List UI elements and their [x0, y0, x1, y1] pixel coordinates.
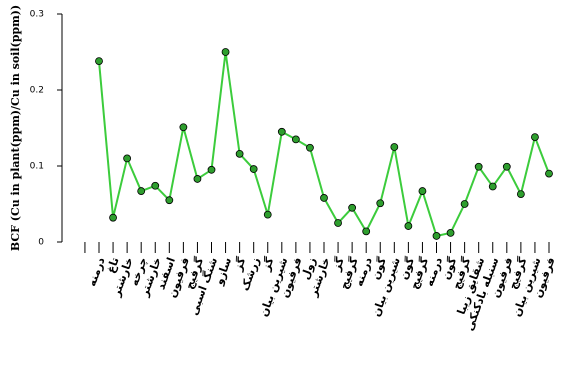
marker [348, 203, 357, 212]
marker [151, 181, 160, 190]
marker [95, 57, 103, 66]
marker [306, 143, 314, 152]
x-tick-label: گز [231, 255, 248, 273]
marker [249, 165, 258, 173]
marker [446, 228, 455, 237]
marker [362, 227, 371, 236]
x-tick-label: تاغ [104, 256, 122, 275]
marker [263, 210, 272, 219]
x-tick-label: گز [259, 255, 276, 273]
y-tick-label: 0.2 [30, 86, 44, 96]
marker [123, 154, 132, 163]
marker [390, 143, 399, 151]
y-tick-label: 0.1 [30, 162, 44, 172]
x-tick-label: گز [330, 255, 347, 273]
marker [502, 162, 511, 171]
marker [235, 149, 244, 158]
marker [432, 232, 441, 240]
marker [531, 133, 539, 142]
marker [221, 48, 230, 56]
y-tick-label: 0.3 [30, 10, 44, 20]
marker [418, 187, 427, 195]
marker [277, 127, 286, 136]
marker [291, 135, 300, 144]
marker [460, 200, 469, 208]
marker [404, 222, 413, 230]
marker [137, 187, 146, 195]
marker [488, 182, 497, 191]
y-axis-label: BCF (Cu in plant(ppm)/Cu in soil(ppm)) [9, 5, 22, 251]
marker [207, 165, 216, 174]
marker [165, 196, 174, 205]
marker [516, 190, 525, 199]
marker [474, 162, 483, 171]
marker [179, 123, 188, 132]
line [98, 51, 550, 238]
marker [545, 169, 553, 178]
x-tick-label: درمنه [85, 255, 108, 288]
marker [320, 194, 328, 202]
marker [109, 213, 117, 222]
marker [376, 199, 385, 208]
marker [193, 175, 202, 183]
y-tick-label: 0 [38, 238, 44, 248]
marker [334, 219, 342, 227]
